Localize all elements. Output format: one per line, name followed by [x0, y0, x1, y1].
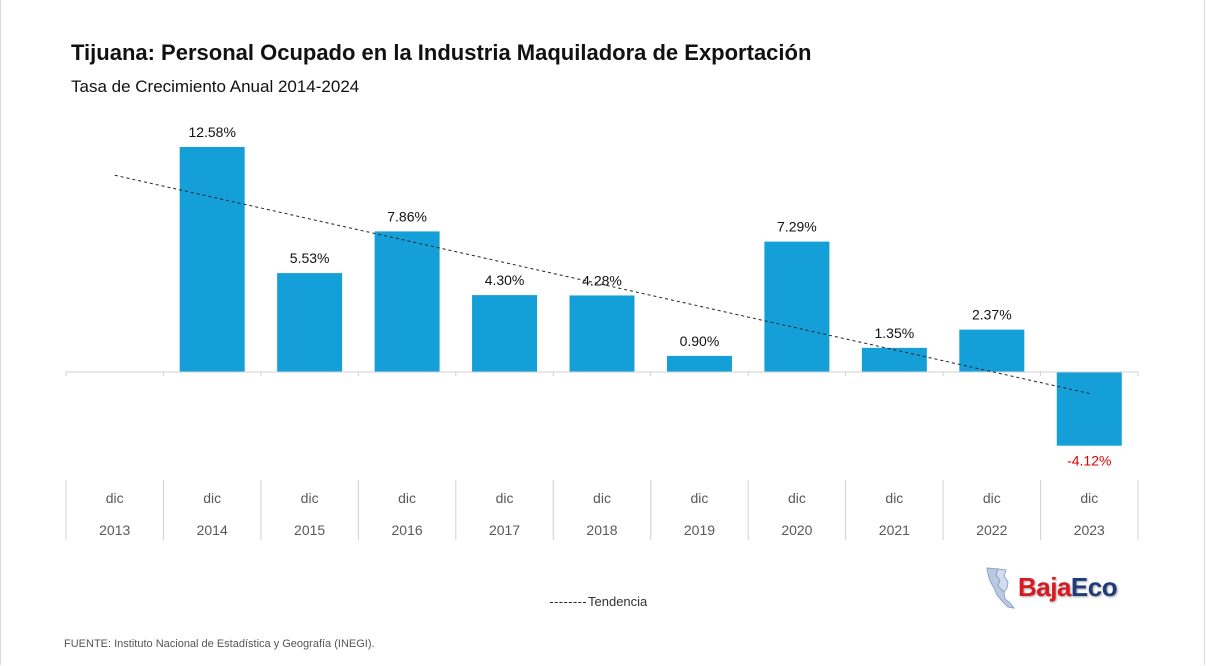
- logo-text-eco: Eco: [1070, 572, 1118, 602]
- bar-2015: [277, 273, 343, 372]
- data-label-2020: 7.29%: [777, 219, 817, 235]
- data-label-2019: 0.90%: [680, 333, 720, 349]
- bar-2019: [666, 355, 732, 372]
- tick-label-month-2023: dic: [1080, 490, 1098, 506]
- data-label-2015: 5.53%: [290, 250, 330, 266]
- source-note: FUENTE: Instituto Nacional de Estadístic…: [64, 638, 375, 650]
- tick-label-month-2013: dic: [106, 490, 124, 506]
- tick-label-year-2013: 2013: [99, 522, 130, 538]
- tick-label-year-2017: 2017: [489, 522, 520, 538]
- data-labels-group: 12.58% 5.53% 7.86% 4.30% 4.28% 0.90% 7.29% 1.35…: [188, 124, 1111, 469]
- tick-label-year-2020: 2020: [781, 522, 812, 538]
- baja-map-icon: [986, 567, 1016, 609]
- data-label-2018: 4.28%: [582, 272, 622, 288]
- category-axis-group: dic 2013 dic 2014 dic 2015 dic 2016 dic 2017 dic 20…: [65, 480, 1139, 540]
- bar-2018: [569, 295, 635, 372]
- bars-group: [179, 147, 1122, 446]
- bar-2020: [764, 241, 830, 372]
- tick-label-month-2014: dic: [203, 490, 221, 506]
- tick-label-month-2017: dic: [496, 490, 514, 506]
- tick-label-month-2018: dic: [593, 490, 611, 506]
- data-label-2023: -4.12%: [1067, 453, 1111, 469]
- data-label-2021: 1.35%: [875, 325, 915, 341]
- data-label-2017: 4.30%: [485, 272, 525, 288]
- trend-legend-swatch: [550, 602, 586, 604]
- tick-label-year-2022: 2022: [976, 522, 1007, 538]
- data-label-2016: 7.86%: [387, 208, 427, 224]
- tick-label-year-2023: 2023: [1074, 522, 1105, 538]
- tick-label-month-2021: dic: [885, 490, 903, 506]
- bar-2016: [374, 231, 440, 372]
- tick-label-year-2016: 2016: [392, 522, 423, 538]
- trendline-group: [114, 174, 1090, 394]
- tick-label-year-2014: 2014: [197, 522, 228, 538]
- axis-group: [65, 371, 1139, 376]
- tick-label-month-2019: dic: [691, 490, 709, 506]
- bar-2023: [1056, 372, 1122, 446]
- bajaeco-logo: BajaEco: [980, 566, 1150, 610]
- legend: Tendencia: [550, 594, 647, 609]
- data-label-2022: 2.37%: [972, 307, 1012, 323]
- trend-line: [114, 174, 1090, 394]
- tick-label-year-2019: 2019: [684, 522, 715, 538]
- tick-label-month-2015: dic: [301, 490, 319, 506]
- bar-2017: [472, 295, 538, 372]
- tick-label-month-2016: dic: [398, 490, 416, 506]
- bar-2014: [179, 147, 245, 372]
- tick-label-year-2015: 2015: [294, 522, 325, 538]
- data-label-2014: 12.58%: [188, 124, 235, 140]
- bar-2022: [959, 329, 1025, 372]
- logo-text-baja: Baja: [1018, 572, 1071, 602]
- bar-2021: [861, 347, 927, 372]
- logo-text: BajaEco: [1018, 572, 1118, 603]
- tick-label-month-2022: dic: [983, 490, 1001, 506]
- tick-label-year-2018: 2018: [586, 522, 617, 538]
- trend-legend-label: Tendencia: [588, 594, 648, 609]
- tick-label-year-2021: 2021: [879, 522, 910, 538]
- chart-title: Tijuana: Personal Ocupado en la Industri…: [71, 40, 812, 65]
- chart-subtitle: Tasa de Crecimiento Anual 2014-2024: [71, 77, 360, 96]
- tick-label-month-2020: dic: [788, 490, 806, 506]
